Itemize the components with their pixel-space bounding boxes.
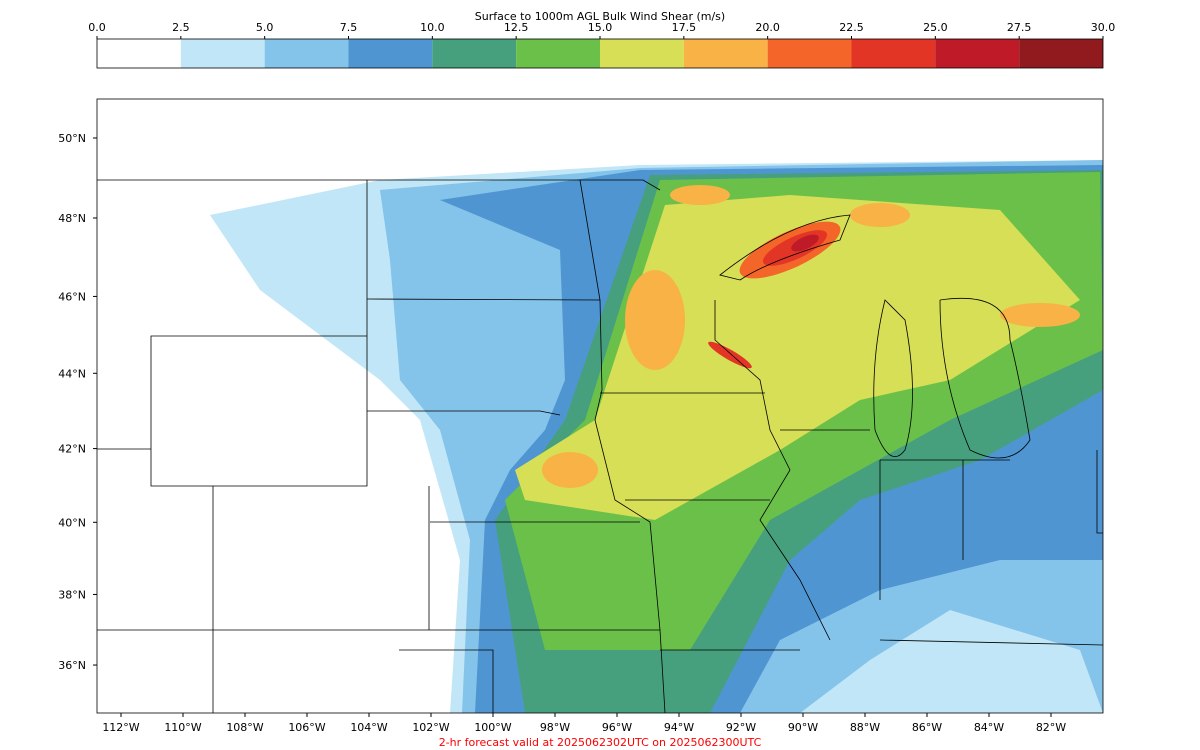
colorbar-tick-label: 2.5 xyxy=(172,21,190,34)
lon-tick-label: 84°W xyxy=(974,721,1004,734)
lon-tick-label: 96°W xyxy=(602,721,632,734)
colorbar-bin xyxy=(1019,39,1103,68)
lon-tick-label: 110°W xyxy=(164,721,201,734)
colorbar-tick-label: 12.5 xyxy=(504,21,529,34)
colorbar-tick-label: 7.5 xyxy=(340,21,358,34)
colorbar-tick-label: 20.0 xyxy=(755,21,780,34)
lon-tick-label: 86°W xyxy=(912,721,942,734)
colorbar-tick-label: 25.0 xyxy=(923,21,948,34)
lon-tick-label: 112°W xyxy=(102,721,139,734)
colorbar-tick-label: 10.0 xyxy=(420,21,445,34)
lat-tick-label: 38°N xyxy=(58,588,86,601)
lat-tick-label: 46°N xyxy=(58,290,86,303)
colorbar-bin xyxy=(264,39,349,68)
lat-tick-label: 48°N xyxy=(58,212,86,225)
colorbar-bin xyxy=(97,39,181,68)
map-axes: 112°W 110°W 108°W 106°W 104°W 102°W 100°W 98°W 9… xyxy=(58,132,1066,734)
lon-tick-label: 94°W xyxy=(664,721,694,734)
state-borders xyxy=(97,179,1104,714)
lat-tick-label: 42°N xyxy=(58,443,86,456)
colorbar-title: Surface to 1000m AGL Bulk Wind Shear (m/… xyxy=(475,10,725,23)
lat-tick-label: 44°N xyxy=(58,367,86,380)
colorbar-tick-label: 30.0 xyxy=(1091,21,1116,34)
lon-tick-label: 102°W xyxy=(412,721,449,734)
lat-tick-label: 50°N xyxy=(58,132,86,145)
lon-tick-label: 104°W xyxy=(350,721,387,734)
lon-tick-label: 82°W xyxy=(1036,721,1066,734)
colorbar-tick-label: 17.5 xyxy=(672,21,697,34)
colorbar-tick-label: 22.5 xyxy=(839,21,864,34)
lon-tick-label: 90°W xyxy=(788,721,818,734)
colorbar-bin xyxy=(767,39,852,68)
map-frame xyxy=(96,98,1104,714)
colorbar-bin xyxy=(348,39,433,68)
lon-tick-label: 100°W xyxy=(474,721,511,734)
colorbar-bin xyxy=(432,39,517,68)
colorbar: 0.0 2.5 5.0 7.5 10.0 12.5 15.0 17.5 20.0 22.5 25.0… xyxy=(88,21,1116,69)
colorbar-bin xyxy=(683,39,768,68)
colorbar-bin xyxy=(180,39,265,68)
colorbar-tick-label: 5.0 xyxy=(256,21,274,34)
colorbar-bin xyxy=(851,39,936,68)
footer: 2-hr forecast valid at 2025062302UTC on … xyxy=(439,736,762,749)
colorbar-tick-label: 0.0 xyxy=(88,21,106,34)
lon-tick-label: 92°W xyxy=(726,721,756,734)
lat-tick-label: 40°N xyxy=(58,516,86,529)
colorbar-bin xyxy=(516,39,600,68)
lat-tick-label: 36°N xyxy=(58,659,86,672)
colorbar-bin xyxy=(935,39,1020,68)
lon-tick-label: 108°W xyxy=(226,721,263,734)
colorbar-tick-label: 27.5 xyxy=(1007,21,1032,34)
lon-tick-label: 106°W xyxy=(288,721,325,734)
colorbar-bin xyxy=(600,39,684,68)
lon-tick-label: 88°W xyxy=(850,721,880,734)
lon-tick-label: 98°W xyxy=(540,721,570,734)
colorbar-tick-label: 15.0 xyxy=(588,21,613,34)
